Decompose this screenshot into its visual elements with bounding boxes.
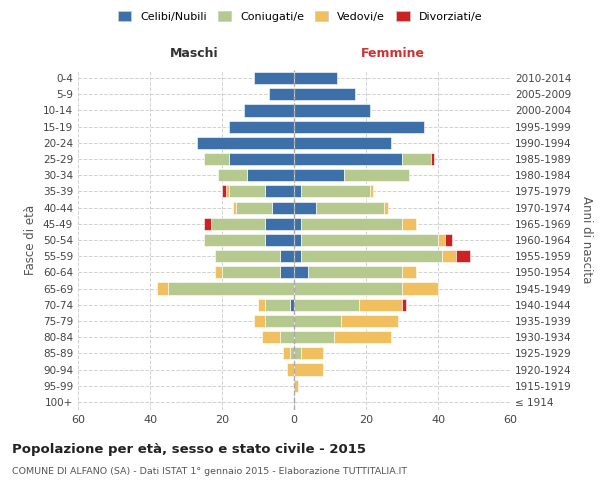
Bar [262,331,280,343]
Bar [294,202,316,213]
Bar [301,250,442,262]
Bar [301,186,370,198]
Bar [168,282,294,294]
Bar [265,186,294,198]
Bar [280,250,294,262]
Bar [445,234,452,246]
Bar [215,250,280,262]
Bar [402,298,406,311]
Bar [254,72,294,84]
Y-axis label: Fasce di età: Fasce di età [25,205,37,275]
Bar [294,120,424,132]
Bar [265,315,294,327]
Bar [438,234,445,246]
Bar [294,315,341,327]
Bar [218,169,247,181]
Bar [316,202,384,213]
Bar [359,298,402,311]
Bar [211,218,265,230]
Bar [229,153,294,165]
Bar [226,186,229,198]
Bar [290,348,294,360]
Bar [294,88,355,101]
Bar [294,331,334,343]
Bar [301,234,438,246]
Bar [290,298,294,311]
Bar [229,120,294,132]
Bar [402,218,416,230]
Bar [254,315,265,327]
Bar [294,250,301,262]
Bar [215,266,222,278]
Bar [301,218,402,230]
Bar [294,186,301,198]
Bar [236,202,272,213]
Text: Femmine: Femmine [361,47,425,60]
Bar [402,153,431,165]
Legend: Celibi/Nubili, Coniugati/e, Vedovi/e, Divorziati/e: Celibi/Nubili, Coniugati/e, Vedovi/e, Di… [112,6,488,28]
Bar [283,348,290,360]
Bar [370,186,373,198]
Bar [341,315,398,327]
Bar [204,218,211,230]
Bar [294,104,370,117]
Bar [402,266,416,278]
Bar [294,72,337,84]
Bar [244,104,294,117]
Bar [247,169,294,181]
Text: Popolazione per età, sesso e stato civile - 2015: Popolazione per età, sesso e stato civil… [12,442,366,456]
Bar [384,202,388,213]
Bar [280,331,294,343]
Bar [294,266,308,278]
Text: COMUNE DI ALFANO (SA) - Dati ISTAT 1° gennaio 2015 - Elaborazione TUTTITALIA.IT: COMUNE DI ALFANO (SA) - Dati ISTAT 1° ge… [12,468,407,476]
Bar [294,364,323,376]
Bar [308,266,402,278]
Bar [294,348,301,360]
Bar [442,250,456,262]
Bar [294,380,298,392]
Bar [294,234,301,246]
Bar [222,186,226,198]
Bar [265,298,290,311]
Bar [287,364,294,376]
Bar [294,298,359,311]
Bar [265,234,294,246]
Bar [229,186,265,198]
Bar [269,88,294,101]
Bar [233,202,236,213]
Bar [204,153,229,165]
Bar [272,202,294,213]
Y-axis label: Anni di nascita: Anni di nascita [580,196,593,284]
Bar [294,218,301,230]
Bar [204,234,265,246]
Bar [294,282,402,294]
Bar [431,153,434,165]
Bar [222,266,280,278]
Bar [294,169,344,181]
Bar [402,282,438,294]
Bar [197,137,294,149]
Bar [258,298,265,311]
Bar [294,137,391,149]
Bar [280,266,294,278]
Bar [456,250,470,262]
Bar [334,331,391,343]
Bar [344,169,409,181]
Bar [301,348,323,360]
Bar [265,218,294,230]
Text: Maschi: Maschi [170,47,219,60]
Bar [157,282,168,294]
Bar [294,153,402,165]
